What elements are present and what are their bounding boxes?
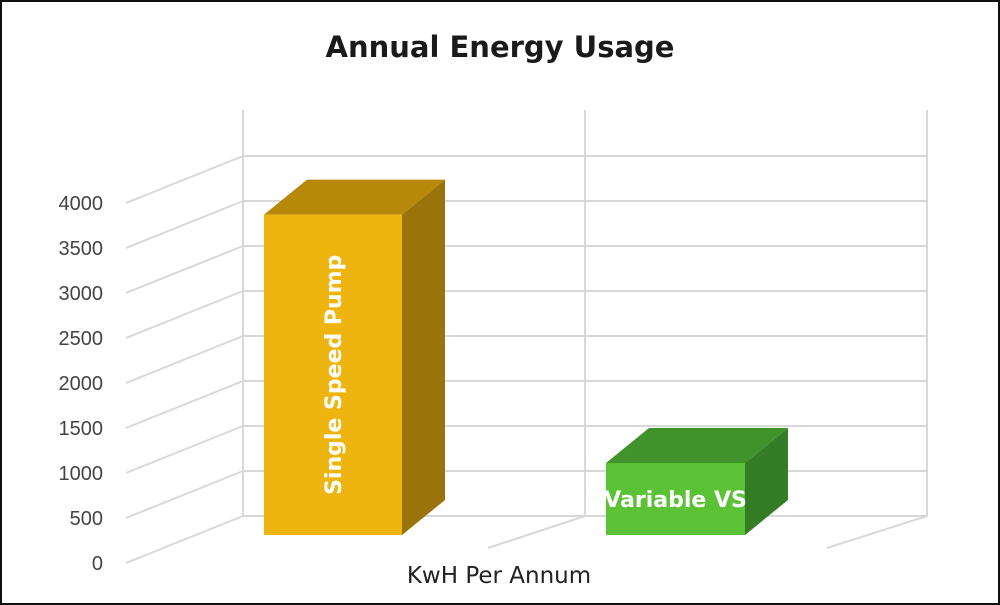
gridline-side [125, 380, 244, 429]
gridline-side [125, 200, 244, 249]
gridline-side [125, 515, 244, 564]
bar-variable-vs: Variable VS [604, 428, 788, 535]
gridline-side [125, 425, 244, 474]
gridline-side [125, 335, 244, 384]
bar-side-face [745, 428, 788, 535]
bar-top-face [264, 179, 445, 215]
floor-right-edge [826, 515, 928, 549]
gridline-side [125, 245, 244, 294]
bar-front-face [264, 214, 402, 535]
y-tick-label: 3500 [59, 238, 104, 260]
bars: Single Speed Pump Variable VS [264, 179, 788, 535]
chart-title: Annual Energy Usage [325, 30, 675, 64]
bar-label: Variable VS [604, 488, 747, 513]
y-tick-label: 2000 [59, 373, 104, 395]
y-tick-label: 4000 [59, 193, 104, 215]
grid [125, 110, 928, 564]
bar-label: Single Speed Pump [322, 255, 347, 495]
bar-top-face [606, 428, 788, 463]
gridline-side [125, 470, 244, 519]
gridline-side [125, 290, 244, 339]
y-tick-label: 1500 [59, 418, 104, 440]
y-tick-label: 3000 [59, 283, 104, 305]
gridline-side [125, 155, 244, 204]
bar-front-face [606, 463, 745, 535]
bar-single-speed-pump: Single Speed Pump [264, 179, 445, 535]
bar-side-face [402, 179, 445, 535]
y-tick-label: 1000 [59, 463, 104, 485]
y-tick-label: 2500 [59, 328, 104, 350]
x-axis-label: KwH Per Annum [407, 563, 591, 589]
y-axis-ticks: 0 500 1000 1500 2000 2500 3000 3500 4000 [59, 193, 104, 575]
floor-divider [487, 515, 586, 549]
y-tick-label: 500 [70, 508, 103, 530]
y-tick-label: 0 [92, 553, 103, 575]
